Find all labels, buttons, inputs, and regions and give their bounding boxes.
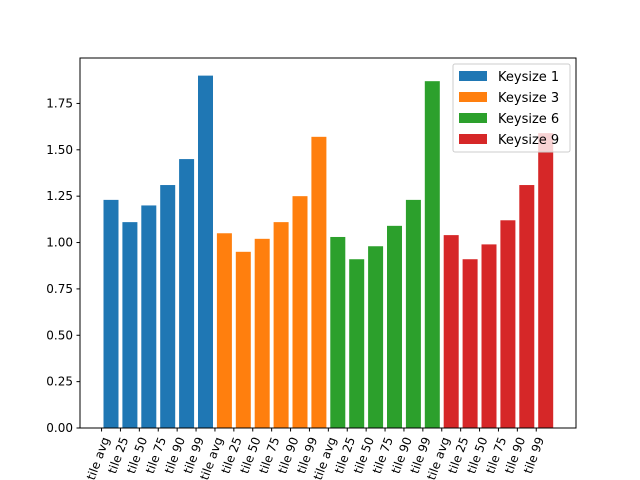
- bar-series-3-1: [330, 236, 346, 428]
- bar-series-2-6: [311, 136, 327, 428]
- bar-series-2-1: [216, 233, 232, 428]
- bar-series-1-6: [198, 75, 213, 428]
- y-axis: 0.00 0.25 0.50 0.75 1.00 1.25 1.50 1.75: [46, 96, 80, 435]
- bar-series-3-3: [368, 246, 384, 428]
- y-tick-label: 1.25: [46, 189, 73, 203]
- y-tick-label: 0.00: [46, 421, 73, 435]
- legend-swatch-1: [459, 71, 487, 81]
- y-tick-label: 0.25: [46, 375, 73, 389]
- legend-label-4: Keysize 9: [498, 133, 559, 148]
- y-tick-label: 1.50: [46, 143, 73, 157]
- y-tick-label: 1.75: [46, 96, 73, 110]
- y-tick-label: 0.75: [46, 282, 73, 296]
- bar-series-1-5: [179, 159, 195, 428]
- bars-layer: [103, 75, 554, 429]
- legend-box: [452, 63, 571, 153]
- legend-label-3: Keysize 6: [498, 112, 559, 127]
- bar-series-2-4: [273, 222, 289, 428]
- plot-area-frame: [79, 57, 577, 429]
- bar-series-1-4: [160, 185, 176, 428]
- legend-swatch-3: [459, 113, 487, 123]
- bar-series-3-5: [405, 199, 421, 428]
- legend-swatch-4: [459, 134, 487, 144]
- bar-series-2-3: [254, 238, 270, 428]
- bar-series-2-5: [292, 196, 308, 428]
- legend-label-2: Keysize 3: [498, 91, 559, 106]
- bar-series-3-2: [349, 259, 365, 428]
- legend: Keysize 1 Keysize 3 Keysize 6 Keysize 9: [452, 63, 571, 153]
- bar-series-4-4: [500, 220, 516, 428]
- legend-swatch-2: [459, 92, 487, 102]
- y-tick-label: 0.50: [46, 328, 73, 342]
- bar-series-4-3: [481, 244, 497, 428]
- bar-series-4-1: [443, 235, 459, 428]
- bar-series-4-6: [538, 133, 554, 428]
- bar-series-2-2: [235, 251, 251, 428]
- bar-series-1-2: [122, 222, 138, 428]
- bar-series-4-5: [519, 185, 535, 428]
- y-tick-label: 1.00: [46, 236, 73, 250]
- bar-series-4-2: [462, 259, 478, 428]
- bar-series-1-3: [141, 205, 157, 428]
- bar-series-3-6: [424, 81, 440, 429]
- bar-series-3-4: [387, 225, 402, 428]
- bar-series-1-1: [103, 199, 119, 428]
- legend-label-1: Keysize 1: [498, 70, 559, 85]
